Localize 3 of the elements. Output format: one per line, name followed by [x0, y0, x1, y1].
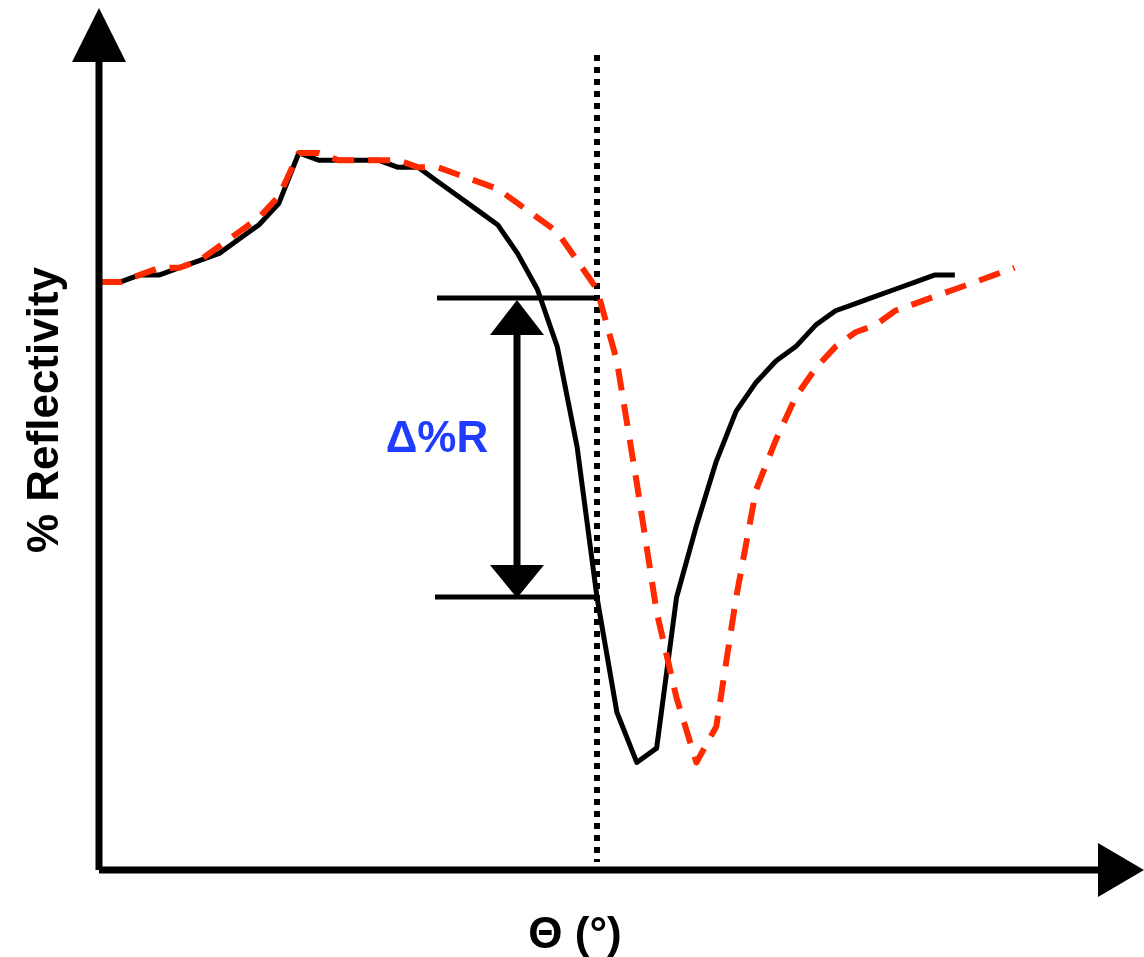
x-axis-title: Θ (°) [528, 908, 622, 957]
annotation: Δ%R [385, 412, 489, 461]
y-axis-title: % Reflectivity [18, 266, 67, 554]
